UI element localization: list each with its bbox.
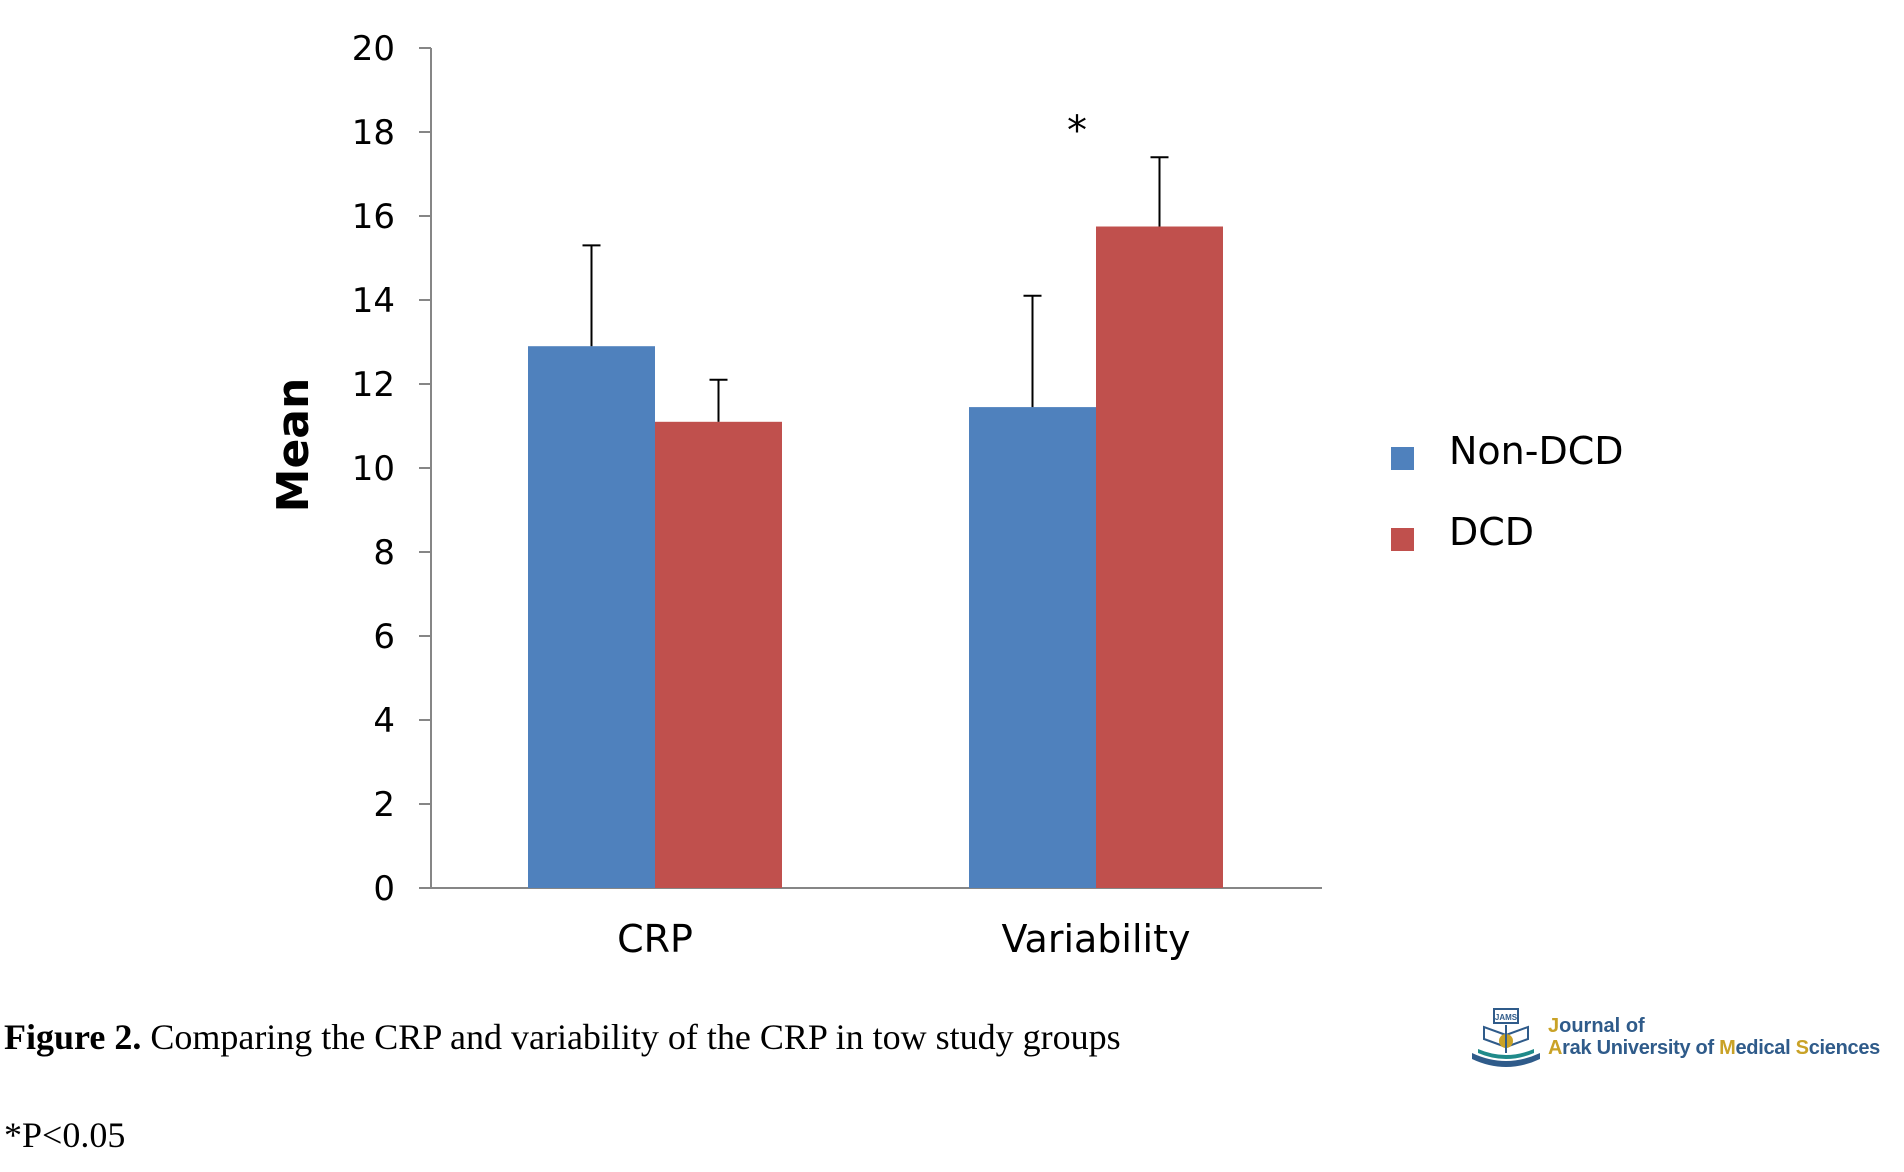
y-tick-label: 14 <box>352 281 395 321</box>
significance-mark: * <box>1067 108 1087 154</box>
bar <box>969 407 1096 888</box>
y-tick-label: 8 <box>373 533 395 573</box>
figure-caption-text: Comparing the CRP and variability of the… <box>141 1017 1121 1057</box>
y-tick-label: 6 <box>373 617 395 657</box>
y-tick-label: 0 <box>373 869 395 909</box>
journal-name: Journal of Arak University of Medical Sc… <box>1548 1015 1880 1059</box>
journal-initial: A <box>1548 1037 1563 1059</box>
journal-initial: J <box>1548 1015 1560 1037</box>
x-tick-label: CRP <box>617 917 693 961</box>
x-tick-label: Variability <box>1002 917 1191 961</box>
journal-initial: M <box>1719 1037 1736 1059</box>
bar <box>1096 226 1223 888</box>
y-tick-label: 12 <box>352 365 395 405</box>
legend: Non-DCD DCD <box>1391 429 1624 554</box>
bar <box>528 346 655 888</box>
plot-area: 0 2 4 6 8 10 12 14 16 18 20 CRP Variability * <box>352 29 1322 961</box>
figure-caption-label: Figure 2. <box>4 1017 142 1057</box>
y-tick-label: 16 <box>352 197 395 237</box>
y-tick-label: 18 <box>352 113 395 153</box>
significance-footnote: *P<0.05 <box>4 1115 126 1155</box>
legend-swatch <box>1391 447 1414 470</box>
y-tick-label: 2 <box>373 785 395 825</box>
journal-name-line1: Journal of <box>1548 1015 1645 1037</box>
legend-swatch <box>1391 528 1414 551</box>
bar <box>655 421 782 888</box>
legend-label: Non-DCD <box>1449 429 1624 473</box>
y-tick-label: 10 <box>352 449 395 489</box>
legend-label: DCD <box>1449 510 1534 554</box>
figure-caption: Figure 2. Comparing the CRP and variabil… <box>4 1016 1121 1058</box>
journal-emblem-icon: JAMS <box>1472 1008 1540 1067</box>
journal-emblem-text: JAMS <box>1495 1013 1518 1022</box>
journal-logo: JAMS Journal of Arak University of Medic… <box>1468 1003 1904 1069</box>
journal-initial: S <box>1795 1037 1809 1059</box>
y-tick-label: 4 <box>373 701 395 741</box>
y-tick-label: 20 <box>352 29 395 69</box>
bar-chart: 0 2 4 6 8 10 12 14 16 18 20 CRP Variability * Mean No… <box>268 29 1624 961</box>
y-axis-title: Mean <box>268 378 319 513</box>
journal-name-line2: Arak University of Medical Sciences <box>1548 1037 1880 1059</box>
